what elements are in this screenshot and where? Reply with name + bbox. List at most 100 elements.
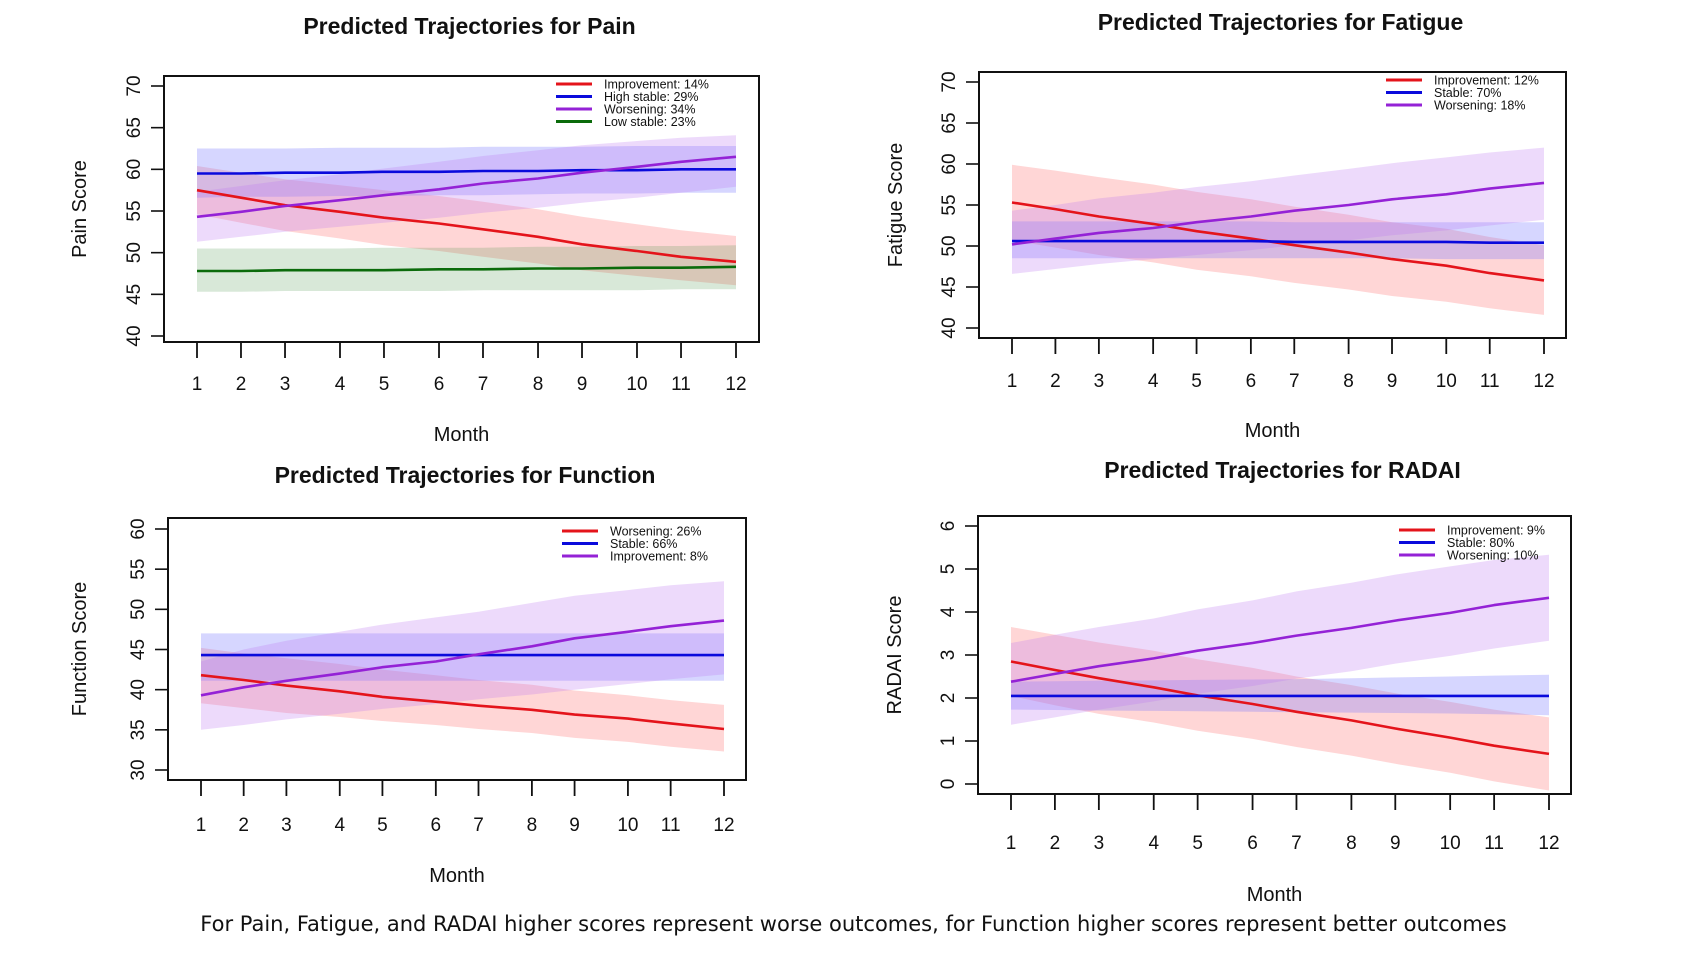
x-tick-label: 3: [1094, 371, 1105, 392]
x-tick-label: 12: [1538, 833, 1559, 854]
legend-label: Improvement: 12%: [1434, 74, 1539, 88]
legend-label: Improvement: 14%: [604, 78, 709, 92]
x-tick-label: 5: [379, 374, 390, 395]
series-line-purple: [200, 619, 725, 697]
y-axis-label: Function Score: [69, 582, 91, 717]
chart-title: Predicted Trajectories for Function: [275, 462, 656, 488]
x-tick-label: 4: [1148, 833, 1159, 854]
y-tick-label: 35: [128, 719, 149, 740]
x-tick-label: 12: [725, 374, 746, 395]
y-tick-label: 45: [128, 639, 149, 660]
y-tick-label: 70: [124, 75, 145, 96]
x-tick-label: 6: [1247, 833, 1258, 854]
x-tick-label: 1: [192, 374, 203, 395]
confidence-band-red: [1012, 164, 1544, 315]
x-tick-label: 1: [1007, 371, 1018, 392]
series-line-purple: [1011, 181, 1545, 246]
y-axis-label: Pain Score: [69, 160, 91, 258]
legend-label: Stable: 70%: [1434, 86, 1501, 100]
legend-label: Worsening: 18%: [1434, 99, 1526, 113]
plot-area: [200, 581, 725, 752]
y-tick-label: 3: [938, 650, 959, 661]
y-tick-label: 55: [124, 200, 145, 221]
series-line-purple: [196, 155, 737, 219]
plot-frame: [163, 75, 760, 343]
x-tick-label: 9: [1390, 833, 1401, 854]
figure-caption: For Pain, Fatigue, and RADAI higher scor…: [200, 912, 1507, 936]
y-tick-label: 6: [938, 521, 959, 532]
legend-label: Worsening: 10%: [1447, 549, 1539, 563]
series-line-purple: [1010, 596, 1550, 683]
panel-radai: Predicted Trajectories for RADAI01234561…: [884, 457, 1572, 906]
x-tick-label: 11: [661, 815, 681, 836]
x-tick-label: 5: [1191, 371, 1202, 392]
legend-label: High stable: 29%: [604, 90, 699, 104]
x-tick-label: 1: [196, 815, 207, 836]
x-tick-label: 10: [617, 815, 638, 836]
series-line-green: [197, 265, 737, 273]
y-tick-label: 0: [938, 779, 959, 790]
x-tick-label: 10: [626, 374, 647, 395]
x-tick-label: 8: [533, 374, 544, 395]
legend: Worsening: 26%Stable: 66%Improvement: 8%: [562, 525, 708, 564]
confidence-band-purple: [197, 135, 736, 242]
y-tick-label: 70: [939, 71, 960, 92]
y-tick-label: 45: [124, 284, 145, 305]
confidence-band-purple: [1011, 554, 1549, 725]
x-tick-label: 6: [431, 815, 442, 836]
y-tick-label: 65: [124, 117, 145, 138]
y-tick-label: 60: [939, 153, 960, 174]
x-tick-label: 7: [478, 374, 489, 395]
x-tick-label: 2: [238, 815, 249, 836]
x-tick-label: 4: [335, 374, 346, 395]
y-tick-label: 45: [939, 276, 960, 297]
x-tick-label: 8: [527, 815, 538, 836]
x-tick-label: 3: [1094, 833, 1105, 854]
x-tick-label: 2: [1050, 371, 1061, 392]
x-axis-label: Month: [434, 424, 490, 446]
x-tick-label: 2: [236, 374, 247, 395]
panel-function: Predicted Trajectories for Function30354…: [69, 462, 747, 887]
x-tick-label: 12: [1533, 371, 1554, 392]
x-tick-label: 7: [1289, 371, 1300, 392]
legend-label: Improvement: 9%: [1447, 524, 1545, 538]
y-tick-label: 55: [128, 559, 149, 580]
x-tick-label: 1: [1006, 833, 1017, 854]
x-tick-label: 6: [1246, 371, 1257, 392]
x-tick-label: 11: [1480, 371, 1500, 392]
series-line-red: [200, 673, 725, 731]
y-tick-label: 60: [124, 159, 145, 180]
x-tick-label: 11: [671, 374, 691, 395]
y-tick-label: 55: [939, 194, 960, 215]
x-tick-label: 8: [1343, 371, 1354, 392]
chart-title: Predicted Trajectories for Fatigue: [1098, 9, 1464, 35]
x-tick-label: 9: [1387, 371, 1398, 392]
plot-area: [196, 135, 737, 292]
x-tick-label: 11: [1484, 833, 1504, 854]
legend-label: Improvement: 8%: [610, 550, 708, 564]
x-tick-label: 4: [334, 815, 345, 836]
x-tick-label: 12: [713, 815, 734, 836]
x-tick-label: 9: [577, 374, 588, 395]
x-axis-label: Month: [1247, 884, 1303, 906]
y-tick-label: 60: [128, 518, 149, 539]
series-line-red: [1010, 660, 1550, 756]
x-tick-label: 5: [377, 815, 388, 836]
y-tick-label: 1: [938, 736, 959, 747]
x-tick-label: 8: [1346, 833, 1357, 854]
y-axis-label: RADAI Score: [884, 596, 906, 715]
x-tick-label: 7: [1291, 833, 1302, 854]
y-tick-label: 5: [938, 564, 959, 575]
y-tick-label: 4: [938, 606, 959, 617]
y-tick-label: 65: [939, 112, 960, 133]
x-tick-label: 7: [473, 815, 484, 836]
x-tick-label: 6: [434, 374, 445, 395]
x-tick-label: 9: [569, 815, 580, 836]
y-axis-label: Fatigue Score: [885, 143, 907, 268]
legend-label: Worsening: 34%: [604, 103, 696, 117]
x-tick-label: 10: [1440, 833, 1461, 854]
legend-label: Low stable: 23%: [604, 115, 696, 129]
legend: Improvement: 9%Stable: 80%Worsening: 10%: [1399, 524, 1545, 563]
y-tick-label: 50: [939, 235, 960, 256]
